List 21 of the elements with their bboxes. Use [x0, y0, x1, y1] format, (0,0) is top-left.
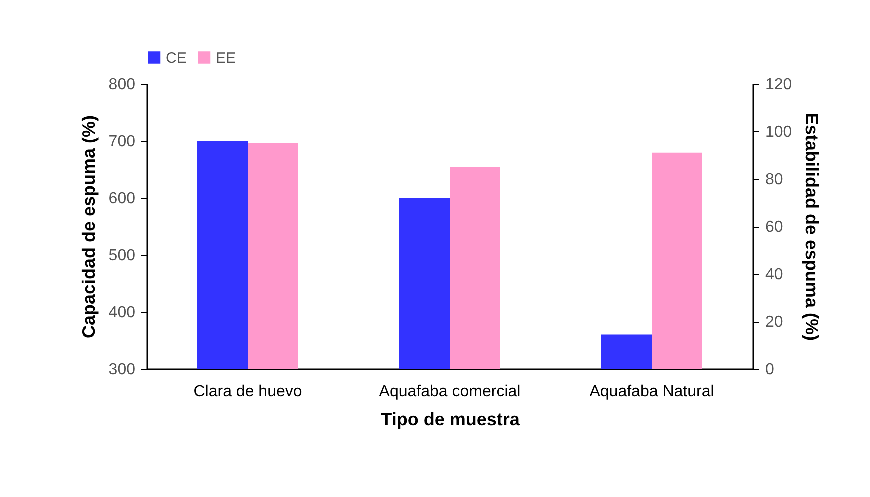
x-tick-label: Aquafaba comercial [379, 384, 521, 400]
legend-label: CE [166, 50, 187, 67]
legend-label: EE [216, 50, 236, 67]
y2-tick-label: 0 [766, 362, 774, 378]
y-tick-label: 300 [108, 362, 136, 378]
y2-tick-label: 80 [766, 172, 784, 188]
y2-tick-label: 20 [766, 314, 784, 331]
y2-tick-label: 60 [766, 219, 784, 236]
y-tick-label: 600 [108, 190, 136, 208]
x-tick-label: Aquafaba Natural [590, 384, 714, 400]
y-tick-label: 800 [108, 76, 136, 94]
y2-axis-title: Estabilidad de espuma (%) [802, 112, 822, 342]
y2-tick-label: 100 [766, 124, 792, 141]
x-axis-title: Tipo de muestra [381, 410, 521, 430]
y-tick-label: 500 [108, 248, 136, 264]
y2-tick-label: 120 [766, 76, 792, 94]
y2-tick-label: 40 [766, 266, 784, 284]
y-axis-title: Capacidad de espuma (%) [78, 115, 99, 339]
y-tick-label: 400 [108, 304, 136, 322]
y-tick-label: 700 [108, 134, 136, 150]
x-tick-label: Clara de huevo [194, 384, 302, 400]
